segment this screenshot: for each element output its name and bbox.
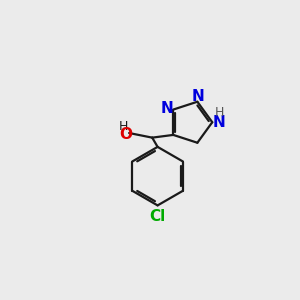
Text: H: H bbox=[214, 106, 224, 119]
Text: N: N bbox=[213, 115, 226, 130]
Text: Cl: Cl bbox=[149, 209, 166, 224]
Text: H: H bbox=[118, 120, 128, 134]
Text: O: O bbox=[119, 127, 132, 142]
Text: N: N bbox=[161, 101, 173, 116]
Text: N: N bbox=[192, 89, 205, 104]
